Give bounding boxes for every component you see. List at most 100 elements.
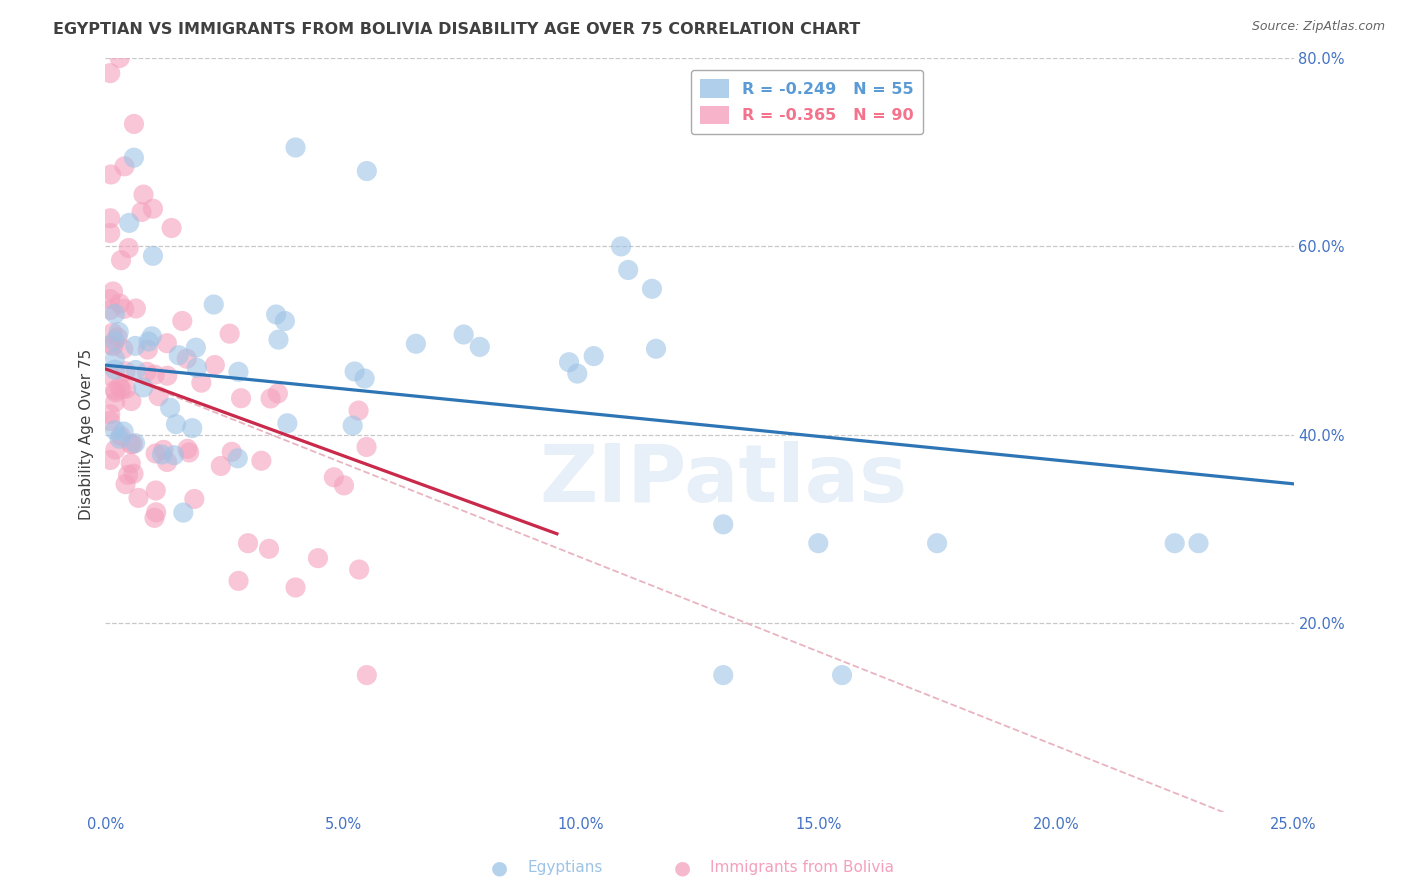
Point [453, 327, 475, 342]
Point [405, 336, 427, 351]
Point [342, 418, 364, 433]
Point [104, 384, 127, 398]
Point [356, 668, 378, 682]
Point [183, 491, 205, 506]
Point [558, 355, 581, 369]
Point [143, 511, 166, 525]
Point [347, 403, 370, 417]
Point [132, 380, 155, 394]
Text: ●: ● [673, 858, 690, 878]
Point [143, 368, 166, 382]
Point [120, 394, 142, 409]
Point [120, 437, 142, 451]
Point [120, 457, 142, 471]
Point [209, 458, 232, 473]
Point [610, 239, 633, 253]
Point [124, 339, 146, 353]
Point [582, 349, 605, 363]
Point [101, 326, 124, 340]
Point [124, 436, 146, 450]
Y-axis label: Disability Age Over 75: Disability Age Over 75 [79, 350, 94, 520]
Point [108, 51, 131, 65]
Point [100, 368, 122, 383]
Point [128, 491, 150, 505]
Point [104, 395, 127, 409]
Point [103, 339, 125, 353]
Point [468, 340, 491, 354]
Point [142, 249, 165, 263]
Point [181, 421, 204, 435]
Point [267, 333, 290, 347]
Point [322, 470, 344, 484]
Text: ZIPatlas: ZIPatlas [538, 441, 907, 519]
Point [98, 453, 121, 467]
Point [156, 455, 179, 469]
Point [176, 442, 198, 456]
Point [108, 432, 131, 446]
Point [226, 451, 249, 466]
Text: ●: ● [491, 858, 508, 878]
Point [114, 477, 136, 491]
Point [104, 423, 127, 437]
Point [356, 440, 378, 454]
Point [104, 385, 127, 400]
Point [353, 371, 375, 385]
Point [228, 574, 250, 588]
Point [125, 301, 148, 316]
Point [112, 425, 135, 439]
Point [236, 536, 259, 550]
Point [347, 562, 370, 576]
Point [831, 668, 853, 682]
Point [159, 401, 181, 415]
Point [98, 302, 121, 317]
Point [145, 446, 167, 460]
Point [617, 263, 640, 277]
Point [250, 454, 273, 468]
Point [204, 358, 226, 372]
Point [257, 541, 280, 556]
Point [118, 241, 141, 255]
Point [145, 483, 167, 498]
Point [645, 342, 668, 356]
Point [167, 348, 190, 362]
Point [115, 382, 138, 396]
Point [156, 368, 179, 383]
Point [107, 330, 129, 344]
Point [98, 211, 121, 226]
Text: Immigrants from Bolivia: Immigrants from Bolivia [710, 861, 894, 875]
Point [267, 386, 290, 401]
Point [190, 376, 212, 390]
Point [98, 292, 121, 306]
Point [132, 187, 155, 202]
Point [711, 668, 734, 682]
Point [1164, 536, 1187, 550]
Point [333, 478, 356, 492]
Point [122, 151, 145, 165]
Point [141, 329, 163, 343]
Point [711, 517, 734, 532]
Point [135, 365, 157, 379]
Point [125, 363, 148, 377]
Point [104, 362, 127, 376]
Point [156, 336, 179, 351]
Point [118, 216, 141, 230]
Point [176, 351, 198, 366]
Point [107, 325, 129, 339]
Point [101, 285, 124, 299]
Point [641, 282, 664, 296]
Legend: R = -0.249   N = 55, R = -0.365   N = 90: R = -0.249 N = 55, R = -0.365 N = 90 [690, 70, 924, 134]
Point [160, 221, 183, 235]
Point [104, 442, 127, 457]
Point [122, 437, 145, 451]
Point [104, 351, 127, 366]
Point [98, 66, 121, 80]
Point [356, 164, 378, 178]
Point [108, 296, 131, 310]
Point [259, 392, 281, 406]
Point [264, 308, 287, 322]
Text: Egyptians: Egyptians [527, 861, 603, 875]
Point [276, 417, 298, 431]
Point [110, 253, 132, 268]
Point [148, 389, 170, 403]
Point [104, 307, 127, 321]
